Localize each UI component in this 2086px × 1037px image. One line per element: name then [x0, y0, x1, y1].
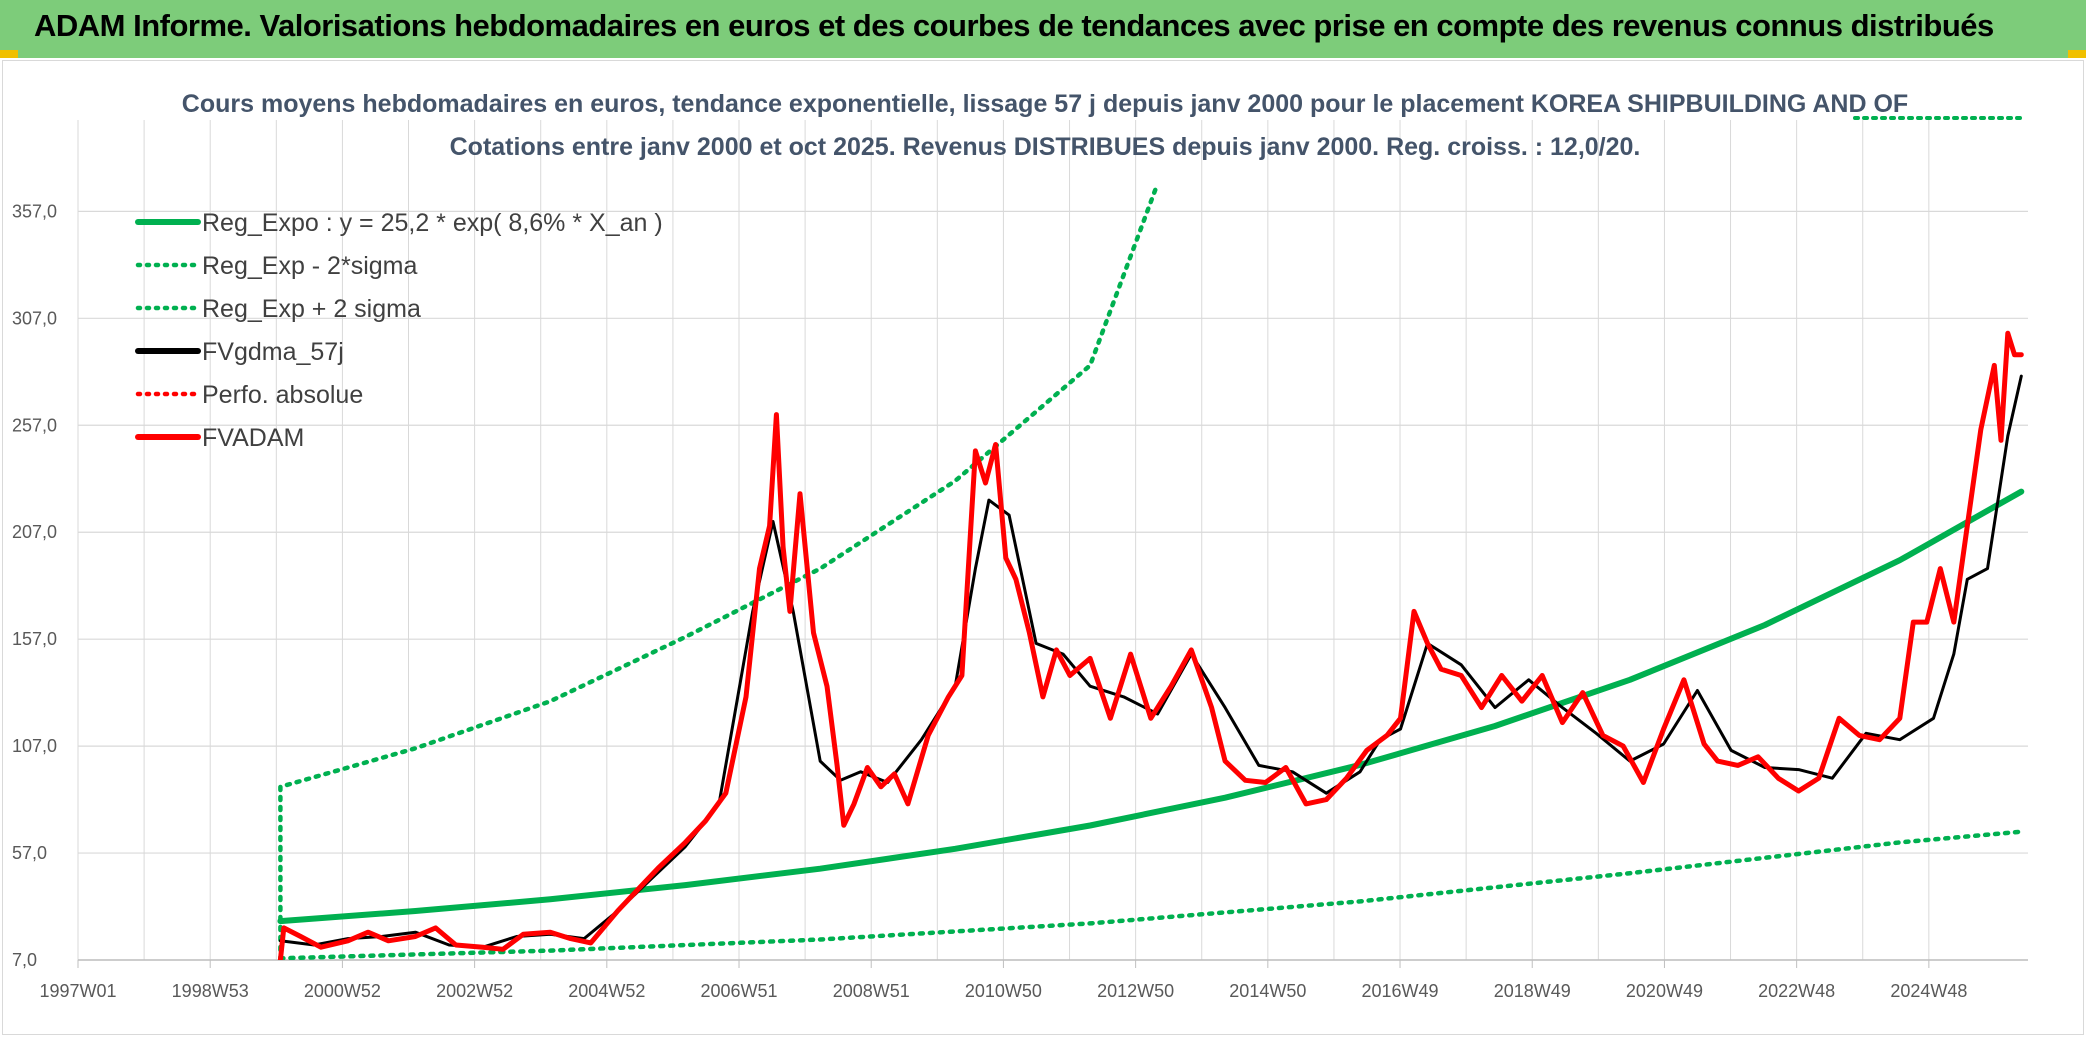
legend: Reg_Expo : y = 25,2 * exp( 8,6% * X_an )…: [135, 209, 663, 452]
y-tick-label: 307,0: [12, 308, 57, 328]
x-tick-label: 2024W48: [1890, 981, 1967, 1001]
x-tick-label: 2020W49: [1626, 981, 1703, 1001]
plot-series: [277, 181, 2025, 960]
x-tick-label: 2018W49: [1494, 981, 1571, 1001]
x-tick-label: 2000W52: [304, 981, 381, 1001]
y-tick-label: 207,0: [12, 522, 57, 542]
legend-label: FVADAM: [202, 424, 304, 452]
legend-label: Reg_Exp - 2*sigma: [202, 252, 417, 280]
x-tick-label: 2002W52: [436, 981, 513, 1001]
x-tick-label: 2006W51: [700, 981, 777, 1001]
y-tick-label: 7,0: [12, 950, 37, 970]
x-tick-label: 2014W50: [1229, 981, 1306, 1001]
legend-label: FVgdma_57j: [202, 338, 344, 366]
banner-corner-right: [2068, 50, 2086, 58]
y-axis: 7,0 57,0 107,0 157,0 207,0 257,0 307,0 357,0: [12, 201, 57, 970]
banner-corner-left: [0, 50, 18, 58]
y-tick-label: 107,0: [12, 736, 57, 756]
series-line: [278, 829, 2024, 960]
y-tick-label: 57,0: [12, 843, 47, 863]
x-tick-label: 1997W01: [39, 981, 116, 1001]
x-tick-label: 2012W50: [1097, 981, 1174, 1001]
legend-label: Reg_Expo : y = 25,2 * exp( 8,6% * X_an ): [202, 209, 663, 237]
x-tick-label: 2022W48: [1758, 981, 1835, 1001]
report-banner: ADAM Informe. Valorisations hebdomadaire…: [0, 0, 2086, 58]
x-tick-label: 2004W52: [568, 981, 645, 1001]
y-tick-label: 257,0: [12, 415, 57, 435]
x-axis: 1997W01 1998W53 2000W52 2002W52 2004W52 2006W…: [39, 960, 1967, 1001]
series-line: [278, 374, 2023, 949]
x-tick-label: 2010W50: [965, 981, 1042, 1001]
report-title: ADAM Informe. Valorisations hebdomadaire…: [34, 8, 1994, 43]
legend-label: Reg_Exp + 2 sigma: [202, 295, 421, 323]
x-tick-label: 1998W53: [172, 981, 249, 1001]
y-tick-label: 357,0: [12, 201, 57, 221]
series-line: [278, 181, 1160, 960]
chart-subtitle: Cotations entre janv 2000 et oct 2025. R…: [450, 133, 1641, 161]
x-tick-label: 2016W49: [1362, 981, 1439, 1001]
chart-title: Cours moyens hebdomadaires en euros, ten…: [182, 90, 1908, 118]
y-tick-label: 157,0: [12, 629, 57, 649]
legend-label: Perfo. absolue: [202, 381, 363, 409]
chart-area: [2, 60, 2084, 1035]
x-tick-label: 2008W51: [833, 981, 910, 1001]
series-line: [277, 330, 2024, 960]
series-line: [277, 488, 2025, 925]
